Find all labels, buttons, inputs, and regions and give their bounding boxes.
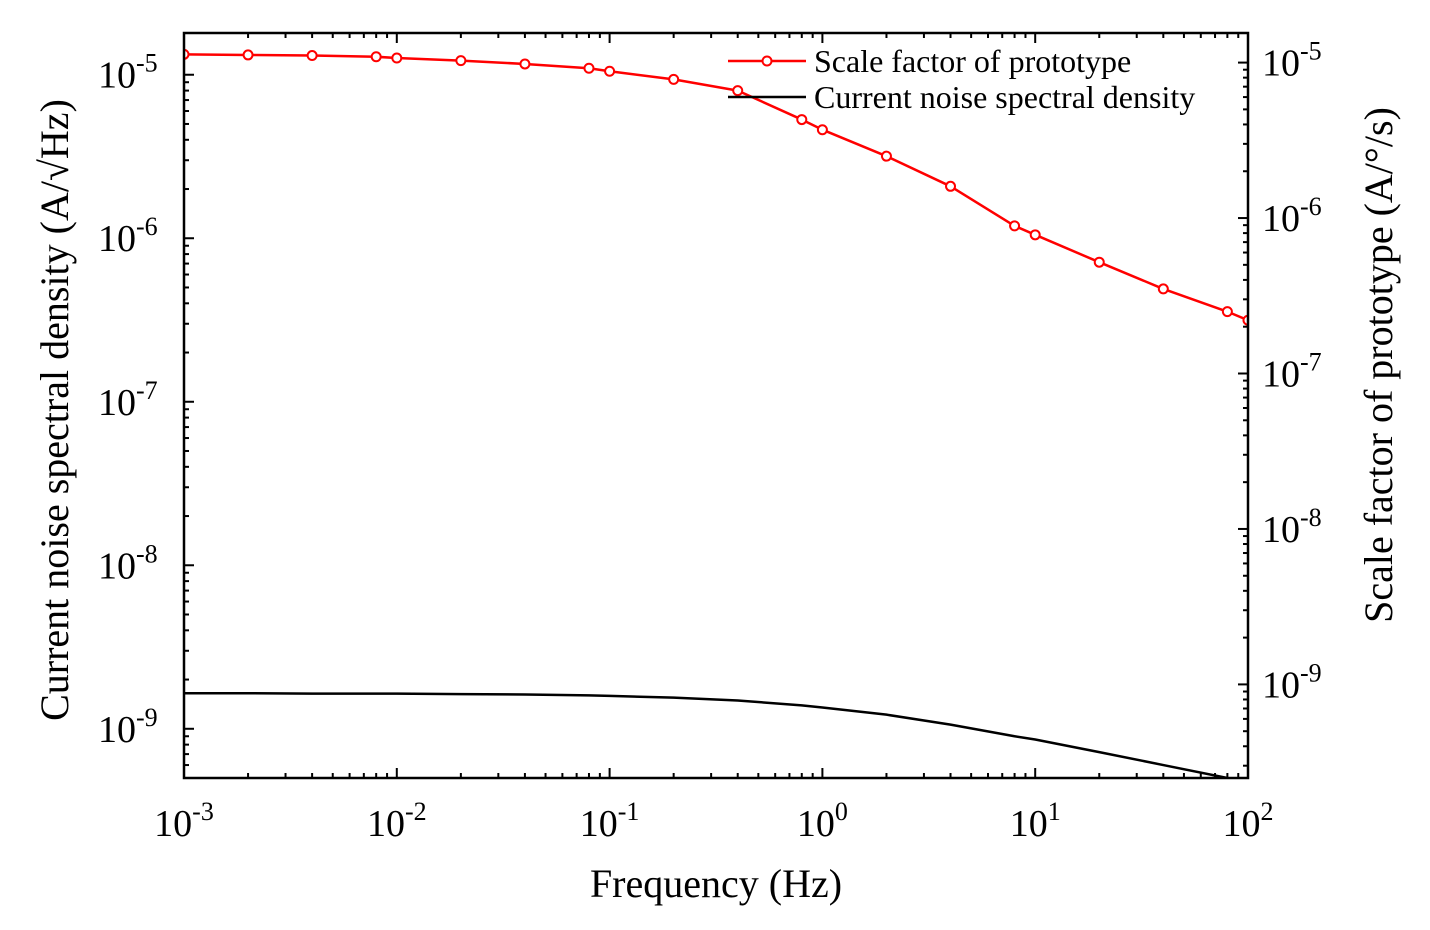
y-left-tick-label-base: 10	[98, 382, 136, 424]
y-right-tick-label-exponent: -9	[1300, 658, 1322, 687]
y-left-tick-label-base: 10	[98, 218, 136, 260]
x-tick-label: 10-2	[367, 797, 427, 845]
y-right-tick-label-exponent: -5	[1300, 37, 1322, 66]
tick-marks	[183, 33, 1249, 779]
y-left-tick-label-base: 10	[98, 545, 136, 587]
data-point-scale-factor-of-prototype	[796, 114, 808, 126]
data-point-scale-factor-of-prototype	[1221, 306, 1233, 318]
tick-labels: 10-3 10-2 10-1 100 101 10210-510-610-710-810-…	[98, 37, 1322, 845]
data-point-scale-factor-of-prototype	[242, 49, 254, 61]
x-tick-label-exponent: -1	[618, 797, 640, 826]
y-right-tick-label-exponent: -7	[1300, 347, 1322, 376]
x-tick-label-exponent: 0	[835, 797, 848, 826]
y-right-tick-label: 10-6	[1262, 192, 1322, 240]
y-left-tick-label-exponent: -8	[136, 539, 158, 568]
y-left-tick-label-exponent: -6	[136, 212, 158, 241]
x-tick-label: 10-3	[154, 797, 214, 845]
y-right-tick-label-base: 10	[1262, 664, 1300, 706]
y-left-tick-label-base: 10	[98, 709, 136, 751]
y-left-tick-label: 10-6	[98, 212, 158, 260]
y-left-tick-label-exponent: -9	[136, 703, 158, 732]
x-tick-label-base: 10	[1223, 803, 1261, 845]
y-left-tick-label: 10-7	[98, 376, 158, 424]
y-right-tick-label: 10-9	[1262, 658, 1322, 706]
data-point-scale-factor-of-prototype	[1157, 283, 1169, 295]
y-left-tick-label: 10-8	[98, 539, 158, 587]
x-axis-label: Frequency (Hz)	[590, 861, 842, 906]
data-point-scale-factor-of-prototype	[732, 85, 744, 97]
series-line-current-noise-spectral-density	[184, 691, 1232, 778]
data-point-scale-factor-of-prototype	[880, 150, 892, 162]
y-right-tick-label: 10-7	[1262, 347, 1322, 395]
left-y-axis-label: Current noise spectral density (A/√Hz)	[32, 99, 77, 721]
y-right-tick-label-exponent: -8	[1300, 503, 1322, 532]
data-point-scale-factor-of-prototype	[1029, 229, 1041, 241]
y-left-tick-label-exponent: -5	[136, 49, 158, 78]
right-y-axis-label: Scale factor of prototype (A/°/s)	[1356, 107, 1401, 623]
plot-frame	[182, 31, 1250, 780]
data-point-scale-factor-of-prototype	[1093, 256, 1105, 268]
y-left-tick-label-base: 10	[98, 55, 136, 97]
data-point-scale-factor-of-prototype	[604, 65, 616, 77]
data-point-scale-factor-of-prototype	[391, 52, 403, 64]
x-tick-label-exponent: 1	[1048, 797, 1061, 826]
data-point-scale-factor-of-prototype	[945, 180, 957, 192]
data-point-scale-factor-of-prototype	[816, 124, 828, 136]
x-tick-label-base: 10	[797, 803, 835, 845]
legend: Scale factor of prototype Current noise …	[728, 43, 1195, 115]
y-right-tick-label: 10-5	[1262, 37, 1322, 85]
data-point-scale-factor-of-prototype	[519, 58, 531, 70]
y-right-tick-label-base: 10	[1262, 353, 1300, 395]
data-point-scale-factor-of-prototype	[583, 62, 595, 74]
data-point-scale-factor-of-prototype	[370, 51, 382, 63]
legend-label-current-noise: Current noise spectral density	[814, 79, 1195, 115]
x-tick-label: 10-1	[580, 797, 640, 845]
y-right-tick-label-base: 10	[1262, 198, 1300, 240]
x-tick-label: 101	[1010, 797, 1061, 845]
y-right-tick-label-base: 10	[1262, 509, 1300, 551]
legend-marker-scale-factor	[761, 55, 773, 67]
x-tick-label-base: 10	[1010, 803, 1048, 845]
y-left-tick-label: 10-9	[98, 703, 158, 751]
data-point-scale-factor-of-prototype	[455, 55, 467, 67]
y-right-tick-label: 10-8	[1262, 503, 1322, 551]
y-right-tick-label-base: 10	[1262, 43, 1300, 85]
y-left-tick-label: 10-5	[98, 49, 158, 97]
x-tick-label-exponent: -3	[192, 797, 214, 826]
data-point-scale-factor-of-prototype	[1009, 220, 1021, 232]
y-right-tick-label-exponent: -6	[1300, 192, 1322, 221]
x-tick-label: 102	[1223, 797, 1274, 845]
x-tick-label-exponent: 2	[1261, 797, 1274, 826]
legend-label-scale-factor: Scale factor of prototype	[814, 43, 1131, 79]
plot-series	[184, 48, 1248, 778]
x-tick-label-base: 10	[367, 803, 405, 845]
x-tick-label-exponent: -2	[405, 797, 427, 826]
data-point-scale-factor-of-prototype	[306, 50, 318, 62]
x-tick-label-base: 10	[154, 803, 192, 845]
x-tick-label: 100	[797, 797, 848, 845]
data-point-scale-factor-of-prototype	[668, 73, 680, 85]
x-tick-label-base: 10	[580, 803, 618, 845]
y-left-tick-label-exponent: -7	[136, 376, 158, 405]
